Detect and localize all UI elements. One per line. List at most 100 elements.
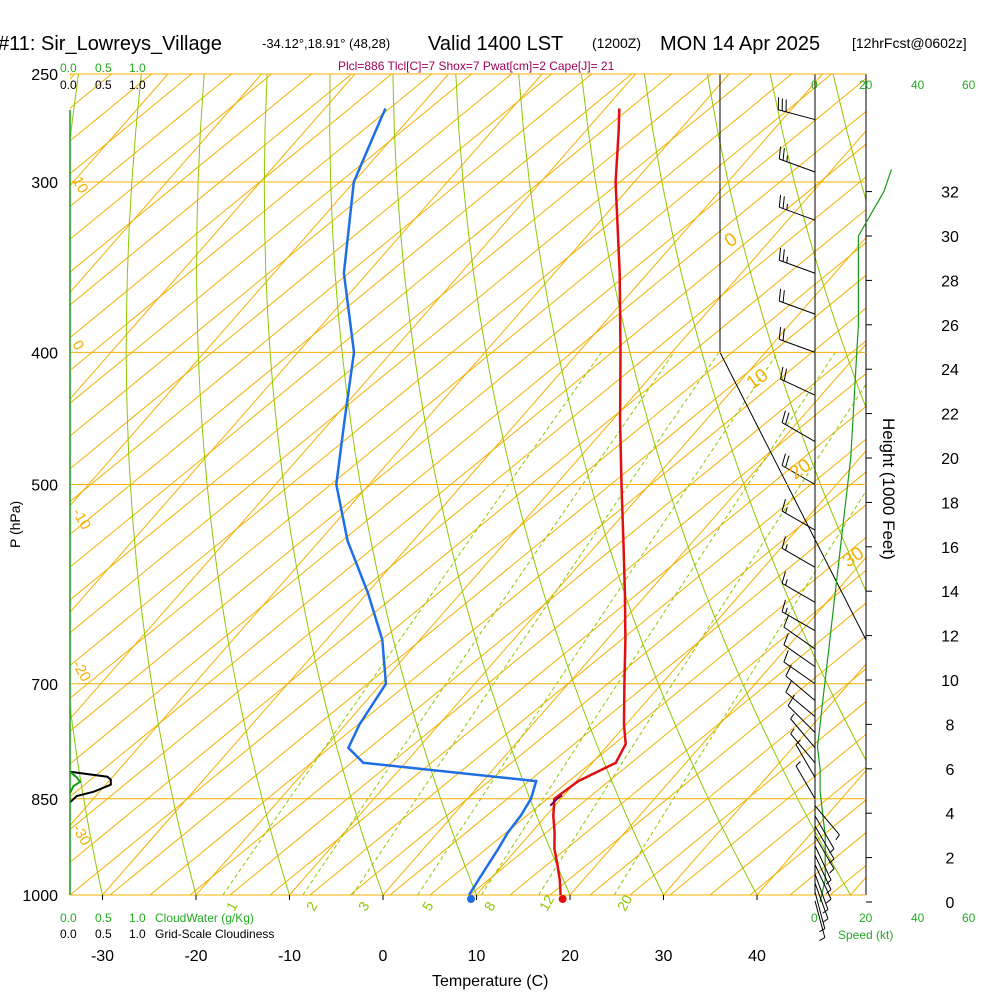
wind-barb-flag: [781, 599, 786, 612]
temp-tick-label: 20: [561, 948, 579, 965]
wind-barb: [795, 761, 816, 800]
station-coords: -34.12°,18.91° (48,28): [262, 36, 390, 51]
height-tick-label: 6: [946, 762, 955, 779]
wind-barb-staff: [781, 611, 816, 632]
parcel-trace: [549, 794, 563, 807]
wind-barb-staff: [787, 705, 816, 733]
wind-barb: [778, 146, 816, 173]
height-tick-label: 18: [941, 495, 959, 512]
wind-barb-flag: [782, 249, 785, 262]
wind-barb: [814, 900, 826, 942]
x-axis-label: Temperature (C): [432, 973, 548, 990]
wind-barb: [781, 453, 816, 485]
wind-barb-staff: [814, 815, 835, 850]
wind-barb-flag: [785, 680, 792, 693]
dry-adiabat-line: [455, 74, 664, 895]
wind-barb-halfflag: [785, 607, 788, 614]
wind-barb: [778, 247, 816, 274]
wind-barb-halfflag: [825, 898, 832, 904]
dry-adiabat-line: [643, 74, 866, 762]
wind-barb-staff: [779, 300, 816, 315]
wind-barb: [787, 694, 816, 733]
wind-barb-staff: [790, 718, 816, 749]
wind-barb: [781, 499, 816, 531]
isotherm-line: [70, 74, 262, 294]
wind-barb-flag: [781, 536, 786, 549]
speed-tick-top-20: 20: [859, 78, 873, 92]
forecast-date: MON 14 Apr 2025: [660, 33, 820, 55]
adiabat-label: -30: [69, 822, 95, 849]
dewpoint-trace: [335, 107, 538, 896]
dry-adiabat-line: [329, 74, 477, 895]
profiles: [69, 97, 893, 942]
wind-barb-halfflag: [786, 155, 788, 162]
wind-barb-staff: [814, 854, 832, 890]
height-tick-label: 30: [941, 229, 959, 246]
height-axis-label: Height (1000 Feet): [879, 418, 898, 560]
wind-barb-flag: [782, 328, 785, 341]
wind-barb-flag: [778, 146, 782, 160]
wind-barb-halfflag: [825, 879, 832, 885]
wind-barb-staff: [814, 835, 835, 870]
mixing-ratio-line: [613, 490, 866, 895]
wind-barb-staff: [779, 158, 816, 173]
height-tick-label: 20: [941, 451, 959, 468]
wind-barb-flag: [781, 453, 786, 466]
isotherm-cross-line: [70, 74, 552, 470]
top-cloudwater-scale-1: 0.5: [95, 61, 112, 75]
wind-barb: [781, 410, 816, 442]
height-tick-label: 24: [941, 362, 959, 379]
wind-speed-profile: [816, 169, 893, 903]
wind-barb: [814, 845, 832, 885]
wind-barb-staff: [814, 864, 832, 900]
wind-barb-staff: [814, 873, 829, 910]
adiabat-label: 10: [69, 174, 92, 197]
dry-adiabat-line: [959, 74, 1000, 895]
speed-tick-bottom-20: 20: [859, 911, 873, 925]
height-tick-label: 0: [946, 895, 955, 912]
speed-tick-top-60: 60: [962, 78, 976, 92]
wind-barb: [783, 633, 816, 668]
isotherm-label: 30: [839, 543, 868, 572]
isotherm-line: [850, 876, 866, 895]
wind-barb: [790, 728, 816, 764]
temp-tick-label: -10: [278, 948, 301, 965]
wind-barb-flag: [778, 247, 782, 261]
wind-barb-flag: [785, 412, 790, 425]
isotherm-line: [663, 663, 866, 895]
mixing-ratio-label: 2: [303, 899, 321, 914]
cloudwater-scale-0: 0.0: [60, 911, 77, 925]
wind-barb-flag: [781, 410, 786, 423]
mixing-ratio-line: [222, 352, 602, 895]
background-grid: [70, 73, 1000, 903]
mixing-ratio-line: [480, 352, 836, 895]
wind-barb-halfflag: [835, 834, 840, 841]
temp-tick-label: -20: [184, 948, 207, 965]
wind-barb-flag: [781, 571, 786, 584]
wind-barb: [783, 615, 816, 650]
isotherm-cross-line: [549, 635, 866, 895]
wind-barb: [778, 288, 816, 315]
height-tick-label: 4: [946, 806, 955, 823]
dry-adiabat-line: [769, 74, 866, 409]
temp-tick-label: 40: [748, 948, 766, 965]
isotherm-cross-line: [469, 569, 866, 895]
wind-barb-staff: [814, 891, 826, 929]
wind-barb-flag: [778, 288, 782, 302]
wind-barb-staff: [781, 422, 816, 442]
cloudiness-scale-0: 0.0: [60, 927, 77, 941]
wind-barb: [814, 882, 829, 923]
isotherm-cross-line: [70, 74, 472, 404]
height-tick-label: 16: [941, 540, 959, 557]
wind-barb: [781, 536, 816, 568]
wind-barb: [777, 97, 816, 121]
dry-adiabat-line: [70, 74, 103, 895]
height-tick-label: 28: [941, 273, 959, 290]
wind-barb-staff: [814, 845, 832, 881]
mixing-ratio-label: 20: [614, 892, 636, 914]
wind-barb-staff: [778, 109, 816, 121]
mixing-ratio-line: [538, 383, 866, 895]
isotherm-line: [70, 74, 356, 400]
station-title: #11: Sir_Lowreys_Village: [0, 33, 222, 55]
surface-temperature-point: [558, 895, 567, 903]
